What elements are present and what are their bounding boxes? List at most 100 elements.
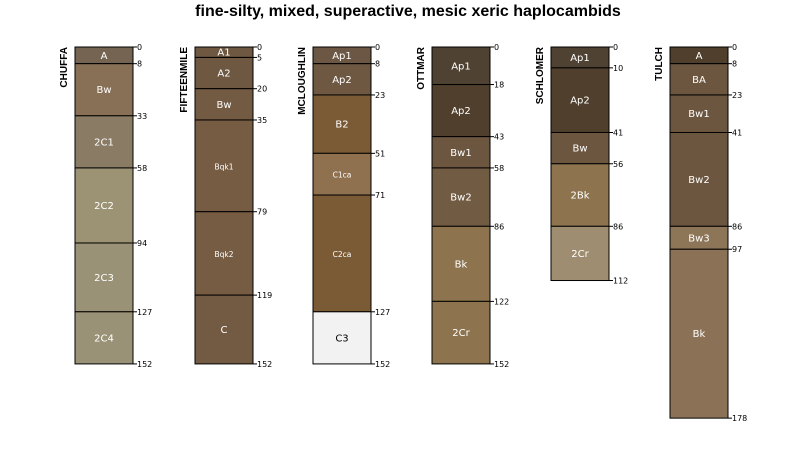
depth-label: 152	[375, 360, 390, 369]
depth-label: 0	[494, 43, 499, 52]
depth-label: 112	[613, 277, 628, 286]
horizon-rect	[194, 294, 254, 365]
horizon-rect	[74, 115, 134, 169]
horizon-rect	[669, 94, 729, 133]
horizon-rect	[550, 225, 610, 282]
depth-label: 58	[137, 164, 147, 173]
horizon-label: A	[696, 51, 703, 62]
depth-label: 18	[494, 81, 504, 90]
soil-profile: TULCH A BA Bw1 Bw2 Bw3 Bk 0 8 23 41 86 97 178	[654, 43, 747, 423]
horizon-label: Ap2	[332, 75, 352, 86]
depth-label: 20	[257, 85, 267, 94]
profile-name: FIFTEENMILE	[179, 47, 190, 113]
depth-label: 23	[732, 91, 742, 100]
horizon-label: C3	[335, 333, 348, 344]
horizon-label: Bw	[572, 144, 587, 155]
horizon-rect	[312, 152, 372, 196]
horizon-label: Bw3	[688, 233, 709, 244]
horizon-label: Bk	[693, 329, 706, 340]
horizon-label: Ap2	[451, 106, 471, 117]
horizon-rect	[194, 119, 254, 213]
horizon-rect	[431, 225, 491, 302]
depth-label: 35	[257, 116, 267, 125]
soil-profile: FIFTEENMILE A1 A2 Bw Bqk1 Bqk2 C 05 20 35 79 119 152	[179, 43, 272, 369]
horizon-label: Ap2	[570, 96, 590, 107]
profile-name: OTTMAR	[416, 46, 427, 90]
horizon-label: Ap1	[570, 53, 590, 64]
depth-label: 152	[257, 360, 272, 369]
horizon-label: C	[221, 325, 228, 336]
depth-label: 8	[137, 60, 142, 69]
horizon-label: Bw	[216, 100, 231, 111]
horizon-label: B2	[335, 120, 348, 131]
horizon-label: 2Cr	[452, 328, 470, 339]
depth-label: 41	[613, 128, 623, 137]
horizon-rect	[431, 136, 491, 169]
horizon-rect	[550, 163, 610, 227]
horizon-label: Bqk2	[214, 250, 233, 259]
horizon-label: 2Cr	[571, 249, 589, 260]
depth-label: 41	[732, 128, 742, 137]
depth-label: 8	[732, 60, 737, 69]
horizon-rect	[431, 300, 491, 365]
depth-label: 0	[257, 43, 262, 52]
depth-label: 152	[137, 360, 152, 369]
depth-label: 79	[257, 208, 267, 217]
depth-label: 33	[137, 112, 147, 121]
horizon-rect	[669, 248, 729, 419]
profile-name: CHUFFA	[59, 47, 70, 88]
horizon-label: Ap1	[332, 51, 352, 62]
depth-label: 86	[494, 222, 504, 231]
horizon-label: Bw1	[450, 148, 471, 159]
horizon-label: Bw1	[688, 109, 709, 120]
horizon-rect	[312, 311, 372, 365]
horizon-label: Ap1	[451, 61, 471, 72]
depth-label: 71	[375, 191, 385, 200]
soil-profile: MCLOUGHLIN Ap1 Ap2 B2 C1ca C2ca C3 0 8 23 51 71 127 1…	[297, 43, 390, 369]
horizon-label: 2C1	[94, 137, 114, 148]
depth-label: 122	[494, 297, 509, 306]
depth-label: 127	[375, 308, 390, 317]
horizon-rect	[431, 46, 491, 86]
chart-title: fine-silty, mixed, superactive, mesic xe…	[195, 3, 621, 20]
horizon-label: Bw2	[688, 175, 709, 186]
depth-label: 58	[494, 164, 504, 173]
horizon-label: Bk	[455, 259, 468, 270]
profile-name: MCLOUGHLIN	[297, 47, 308, 115]
horizon-label: A2	[217, 69, 230, 80]
horizon-label: C1ca	[333, 171, 352, 180]
depth-label: 0	[137, 43, 142, 52]
horizon-rect	[194, 211, 254, 296]
horizon-rect	[669, 63, 729, 96]
horizon-label: 2C4	[94, 333, 114, 344]
depth-label: 0	[375, 43, 380, 52]
depth-label: 56	[613, 160, 623, 169]
depth-label: 97	[732, 245, 742, 254]
depth-label: 43	[494, 133, 504, 142]
horizon-label: BA	[692, 75, 706, 86]
profiles-layer: CHUFFA ABw2C12C22C32C408335894127152FIFTE…	[59, 43, 747, 423]
horizon-rect	[194, 88, 254, 121]
horizon-rect	[431, 84, 491, 138]
depth-label: 8	[375, 60, 380, 69]
soil-profile: OTTMAR Ap1 Ap2 Bw1 Bw2 Bk 2Cr 0 18 43 58 86 122 152	[416, 43, 509, 369]
depth-label: 51	[375, 149, 385, 158]
horizon-label: Bqk1	[214, 162, 233, 171]
horizon-label: 2Bk	[570, 191, 589, 202]
depth-label: 119	[257, 291, 272, 300]
horizon-label: 2C3	[94, 273, 114, 284]
horizon-label: Bw2	[450, 193, 471, 204]
soil-profile: SCHLOMER Ap1 Ap2 Bw 2Bk 2Cr 0 10 41 56 86 112	[535, 43, 628, 286]
horizon-label: 2C2	[94, 201, 114, 212]
horizon-label: A1	[217, 48, 230, 59]
depth-label: 86	[732, 222, 742, 231]
depth-label: 178	[732, 414, 747, 423]
horizon-rect	[312, 194, 372, 313]
depth-label: 5	[257, 53, 262, 62]
depth-label: 86	[613, 222, 623, 231]
depth-label: 152	[494, 360, 509, 369]
horizon-rect	[74, 311, 134, 365]
depth-label: 0	[613, 43, 618, 52]
profile-name: TULCH	[654, 47, 665, 81]
